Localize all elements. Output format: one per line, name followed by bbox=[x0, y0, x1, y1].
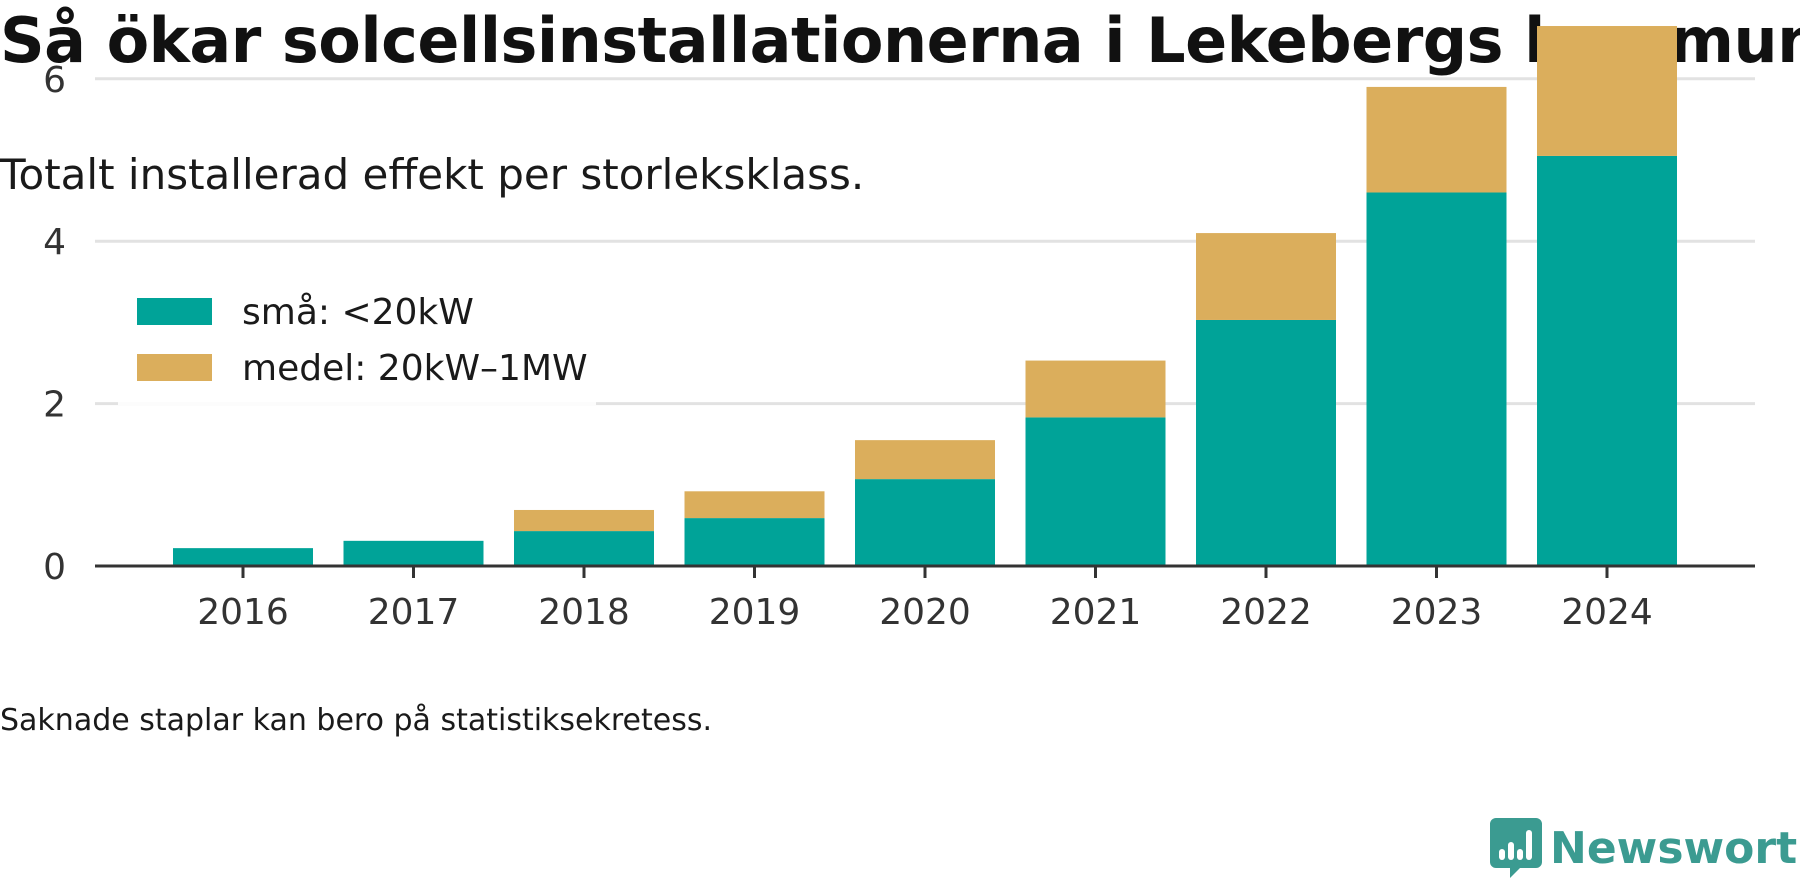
x-tick-label: 2024 bbox=[1561, 592, 1653, 633]
logo-bar bbox=[1517, 849, 1523, 860]
x-tick-label: 2020 bbox=[879, 592, 971, 633]
bar-segment-small bbox=[1366, 192, 1507, 567]
newsworthy-logo-icon bbox=[1490, 818, 1542, 878]
x-tick-label: 2022 bbox=[1220, 592, 1312, 633]
x-tick-label: 2018 bbox=[538, 592, 630, 633]
bar-segment-small bbox=[514, 531, 654, 566]
bar-segment-medium bbox=[514, 509, 654, 532]
logo-bar bbox=[1499, 849, 1505, 860]
x-tick-label: 2016 bbox=[197, 592, 289, 633]
bar-segment-small bbox=[1025, 417, 1166, 566]
bar-segment-small bbox=[343, 540, 484, 566]
bar-segment-medium bbox=[855, 440, 995, 480]
legend-label: små: <20kW bbox=[242, 292, 474, 333]
logo-bar bbox=[1508, 842, 1514, 860]
chart-title: Så ökar solcellsinstallationerna i Lekeb… bbox=[0, 4, 1800, 77]
bar-segment-small bbox=[855, 479, 995, 566]
legend-label: medel: 20kW–1MW bbox=[242, 348, 588, 389]
brand-name: Newsworthy bbox=[1550, 822, 1800, 874]
y-tick-label: 6 bbox=[43, 60, 66, 101]
bar-segment-medium bbox=[1537, 26, 1677, 156]
x-tick-label: 2021 bbox=[1050, 592, 1142, 633]
logo-bar bbox=[1526, 830, 1532, 860]
logo-speech-bubble bbox=[1490, 818, 1542, 878]
newsworthy-logo: Newsworthy bbox=[1490, 818, 1800, 878]
bar-segment-medium bbox=[684, 491, 825, 519]
bar-segment-small bbox=[173, 548, 313, 566]
x-tick-label: 2019 bbox=[709, 592, 801, 633]
y-axis: 0 2 4 6 bbox=[43, 60, 66, 588]
bars bbox=[173, 26, 1677, 567]
x-axis: 2016 2017 2018 2019 2020 2021 2022 2023 2024 bbox=[95, 564, 1755, 633]
bar-segment-medium bbox=[1025, 360, 1166, 418]
legend: små: <20kW medel: 20kW–1MW bbox=[118, 283, 596, 405]
bar-segment-small bbox=[1537, 155, 1677, 566]
bar-segment-medium bbox=[1196, 233, 1336, 320]
bar-segment-small bbox=[684, 518, 825, 566]
footnote: Saknade staplar kan bero på statistiksek… bbox=[0, 703, 713, 738]
y-tick-label: 2 bbox=[43, 385, 66, 426]
legend-swatch bbox=[137, 354, 212, 381]
chart-subtitle: Totalt installerad effekt per storlekskl… bbox=[0, 150, 865, 199]
x-tick-label: 2017 bbox=[368, 592, 460, 633]
bar-segment-small bbox=[1196, 319, 1336, 566]
bar-chart: 0 2 4 6 2016 2017 2018 2019 2020 2021 2022 2023 202… bbox=[43, 26, 1755, 633]
y-tick-label: 4 bbox=[43, 222, 66, 263]
bar-segment-medium bbox=[1366, 86, 1507, 193]
x-tick-label: 2023 bbox=[1391, 592, 1483, 633]
y-tick-label: 0 bbox=[43, 547, 66, 588]
legend-swatch bbox=[137, 298, 212, 325]
